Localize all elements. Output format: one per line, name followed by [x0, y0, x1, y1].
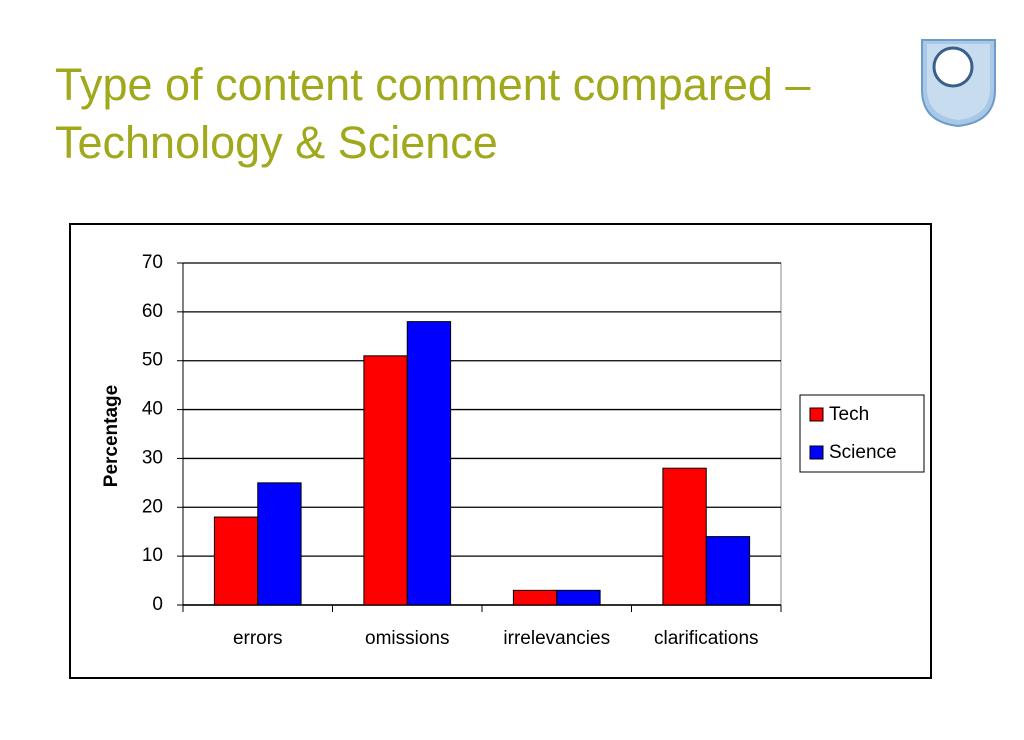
bar [556, 589, 601, 606]
bar [213, 516, 259, 606]
y-axis-label: Percentage [101, 385, 122, 487]
y-tick-label: 60 [142, 301, 163, 322]
bar [406, 321, 452, 606]
y-tick-label: 20 [142, 496, 163, 517]
y-tick-label: 50 [142, 350, 163, 371]
x-tick-label: omissions [365, 628, 449, 649]
bar [705, 536, 751, 606]
y-tick-label: 10 [142, 545, 163, 566]
bar [363, 355, 408, 606]
x-tick-label: clarifications [654, 628, 759, 649]
y-tick-label: 40 [142, 399, 163, 420]
bar [662, 467, 707, 606]
y-tick-label: 70 [142, 252, 163, 273]
y-tick-label: 30 [142, 447, 163, 468]
y-tick-label: 0 [152, 594, 163, 615]
legend-label: Tech [829, 404, 869, 425]
slide-title: Type of content comment compared – Techn… [55, 59, 811, 168]
x-tick-label: errors [233, 628, 283, 649]
legend-label: Science [829, 442, 897, 463]
logo [921, 39, 996, 128]
legend-swatch [809, 407, 824, 422]
bar [257, 482, 302, 606]
bar [512, 589, 558, 606]
legend-swatch [809, 445, 824, 460]
chart-frame [69, 223, 932, 679]
x-tick-label: irrelevancies [503, 628, 610, 649]
